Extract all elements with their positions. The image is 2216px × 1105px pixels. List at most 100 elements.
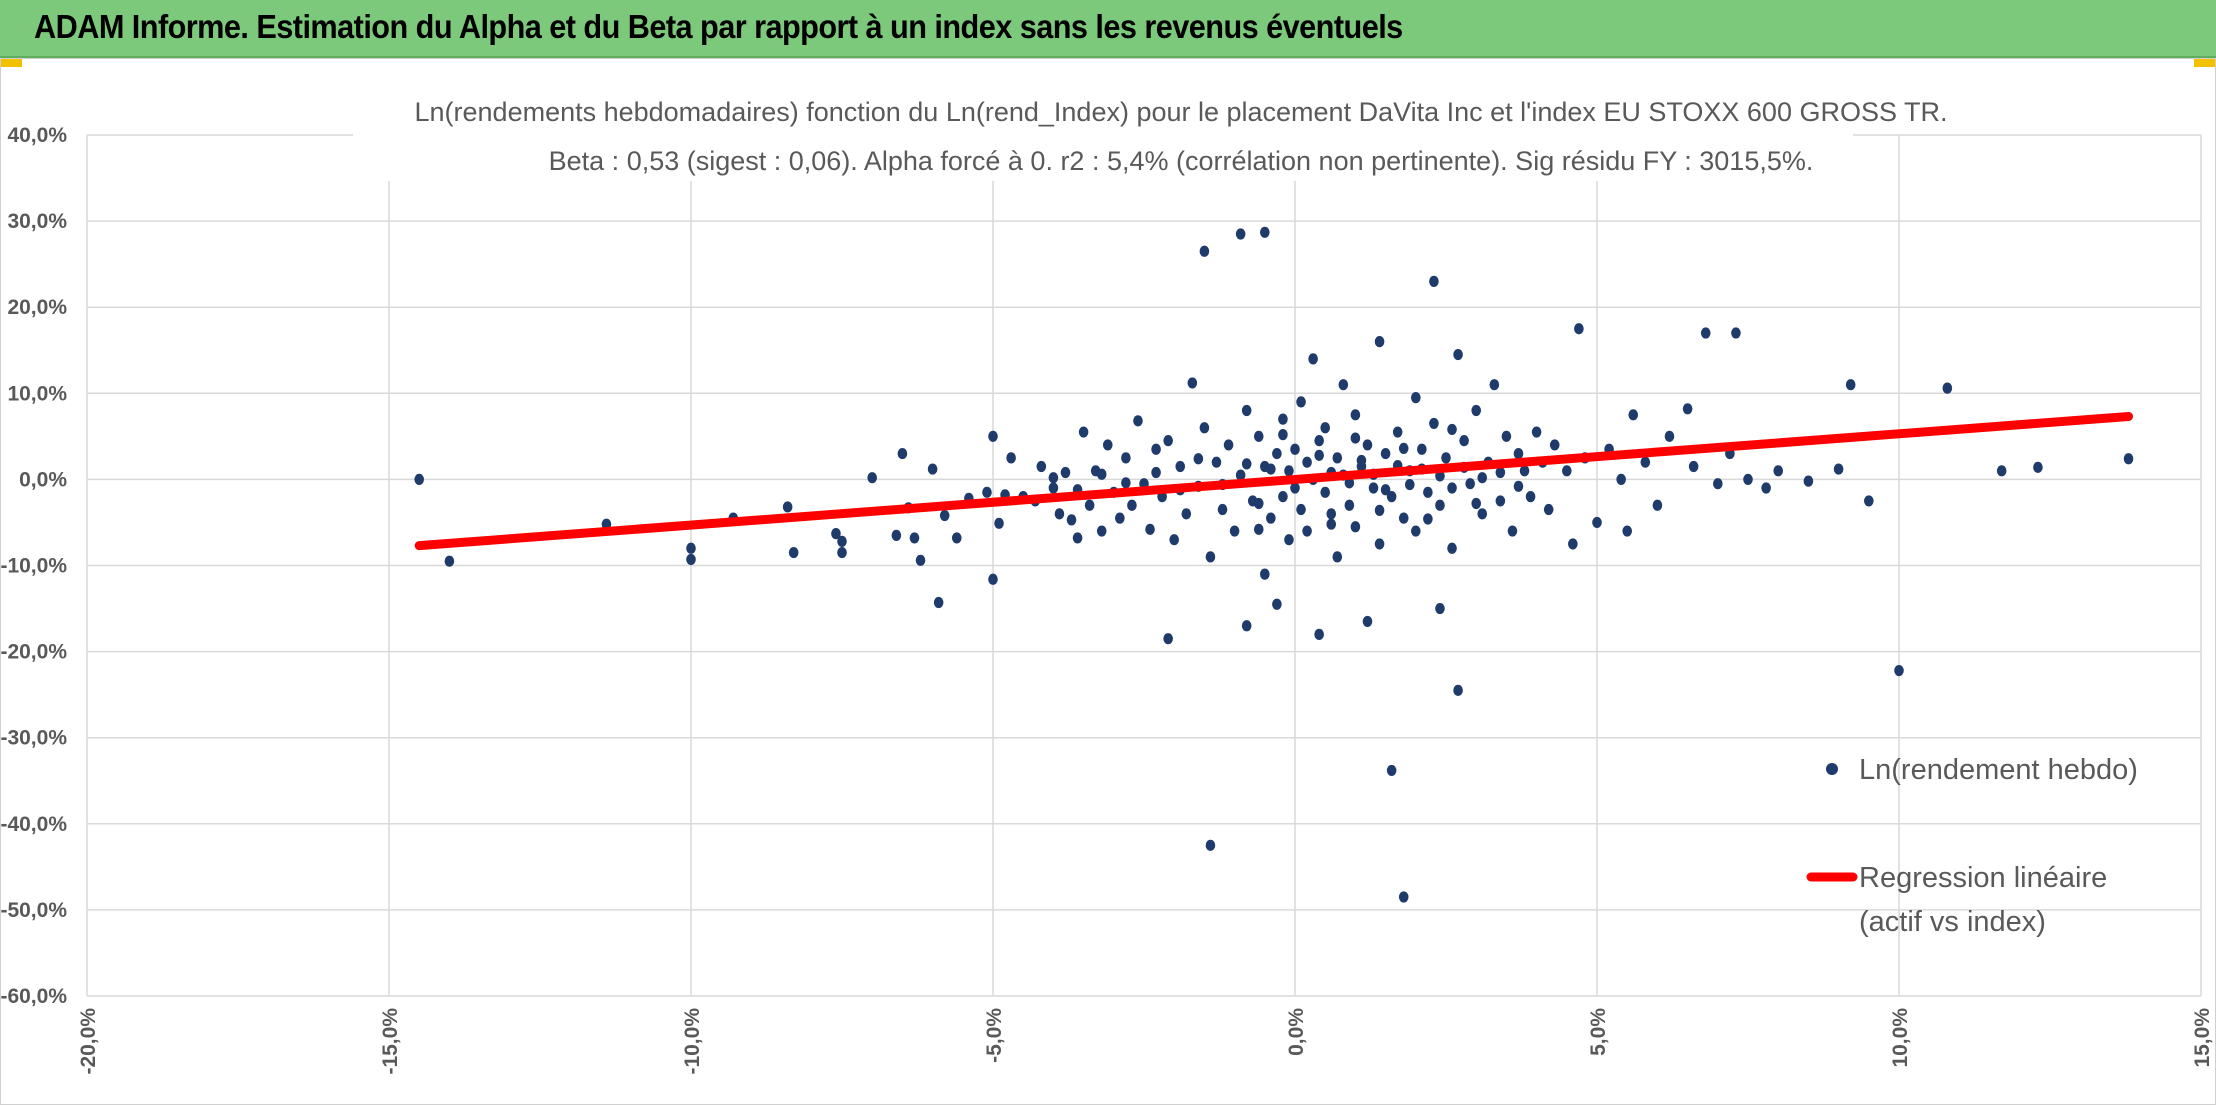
- data-point: [1429, 275, 1439, 287]
- data-point: [982, 486, 992, 498]
- data-point: [1253, 430, 1264, 442]
- data-point: [1459, 435, 1469, 447]
- data-point: [1284, 534, 1294, 546]
- data-point: [1211, 456, 1222, 468]
- data-point: [837, 535, 847, 547]
- data-point: [1084, 499, 1095, 511]
- data-point: [1471, 497, 1481, 510]
- data-point: [1320, 486, 1330, 498]
- data-point: [1622, 525, 1632, 537]
- data-point: [1102, 439, 1113, 451]
- chart-title: Ln(rendements hebdomadaires) fonction du…: [353, 91, 1948, 181]
- data-point: [1803, 475, 1814, 487]
- data-point: [1477, 472, 1488, 484]
- data-point: [951, 532, 962, 544]
- data-point: [1151, 443, 1161, 455]
- data-point: [1151, 466, 1161, 479]
- legend-label-regression-line2: (actif vs index): [1859, 906, 2046, 938]
- data-point: [2033, 461, 2043, 473]
- data-point: [1241, 458, 1252, 470]
- x-tick-label: 15,0%: [2191, 1008, 2214, 1068]
- data-point: [1531, 426, 1542, 438]
- data-point: [1284, 465, 1294, 477]
- data-point: [1362, 439, 1373, 451]
- data-point: [1260, 226, 1270, 238]
- data-point: [1344, 477, 1355, 489]
- data-point: [1435, 602, 1445, 615]
- data-point: [1833, 463, 1844, 475]
- data-point: [1235, 228, 1246, 240]
- data-point: [1507, 525, 1518, 537]
- data-point: [1205, 551, 1216, 563]
- data-point: [1320, 422, 1330, 434]
- y-tick-label: 0,0%: [19, 468, 67, 491]
- data-point: [1314, 449, 1324, 461]
- data-point: [837, 546, 847, 559]
- data-point: [1773, 465, 1783, 477]
- data-point: [1380, 447, 1391, 460]
- data-point: [1525, 491, 1536, 503]
- data-point: [1398, 512, 1409, 524]
- data-point: [1996, 465, 2007, 477]
- x-tick-label: -20,0%: [77, 1008, 100, 1075]
- data-point: [1471, 404, 1481, 417]
- data-point: [1036, 460, 1047, 473]
- data-point: [1308, 353, 1318, 365]
- report-banner: ADAM Informe. Estimation du Alpha et du …: [0, 0, 2216, 58]
- data-point: [1199, 245, 1210, 257]
- data-point: [1350, 409, 1361, 421]
- data-point: [1435, 499, 1445, 511]
- report-title: ADAM Informe. Estimation du Alpha et du …: [34, 8, 1403, 45]
- data-point: [1241, 404, 1252, 417]
- data-point: [788, 546, 799, 559]
- y-tick-label: -50,0%: [1, 899, 67, 922]
- data-point: [1864, 495, 1874, 507]
- data-point: [1640, 456, 1651, 468]
- data-point: [988, 573, 998, 585]
- data-point: [1302, 525, 1312, 537]
- data-point: [1386, 491, 1397, 503]
- data-point: [1398, 891, 1409, 903]
- y-tick-label: 30,0%: [7, 210, 67, 233]
- data-point: [939, 509, 950, 522]
- y-tick-label: -10,0%: [1, 555, 67, 578]
- data-point: [1894, 664, 1904, 677]
- data-point: [988, 430, 998, 442]
- data-point: [1423, 513, 1433, 525]
- data-point: [1278, 429, 1288, 441]
- data-point: [1682, 403, 1693, 415]
- data-point: [1260, 568, 1270, 580]
- data-point: [1169, 534, 1179, 546]
- data-point: [1332, 551, 1343, 563]
- data-point: [1326, 508, 1337, 520]
- data-point: [1592, 516, 1602, 529]
- data-point: [1217, 503, 1228, 516]
- x-tick-label: 0,0%: [1285, 1008, 1308, 1056]
- data-point: [1115, 512, 1125, 524]
- data-point: [1562, 465, 1572, 477]
- y-tick-label: -20,0%: [1, 641, 67, 664]
- data-point: [1543, 503, 1554, 516]
- data-point: [1272, 598, 1282, 610]
- corner-mark-left: [0, 58, 22, 67]
- data-point: [994, 517, 1004, 529]
- data-point: [1121, 477, 1131, 489]
- data-point: [1429, 417, 1439, 430]
- data-point: [1290, 443, 1300, 455]
- data-point: [1096, 468, 1107, 480]
- data-point: [444, 555, 455, 567]
- data-point: [1453, 684, 1463, 696]
- data-point: [1350, 432, 1361, 444]
- data-point: [1253, 497, 1264, 510]
- data-point: [1314, 628, 1324, 640]
- chart-title-line1: Ln(rendements hebdomadaires) fonction du…: [415, 97, 1948, 127]
- data-point: [1743, 473, 1753, 485]
- axes: 40,0% 30,0% 20,0% 10,0% 0,0% -10,0% -20,0% -30,…: [1, 124, 2214, 1075]
- data-point: [1235, 469, 1246, 481]
- data-point: [1465, 478, 1475, 490]
- data-point: [1489, 379, 1500, 391]
- data-point: [1272, 447, 1282, 460]
- data-point: [1163, 633, 1173, 645]
- data-point: [1326, 518, 1337, 530]
- data-point: [831, 528, 841, 540]
